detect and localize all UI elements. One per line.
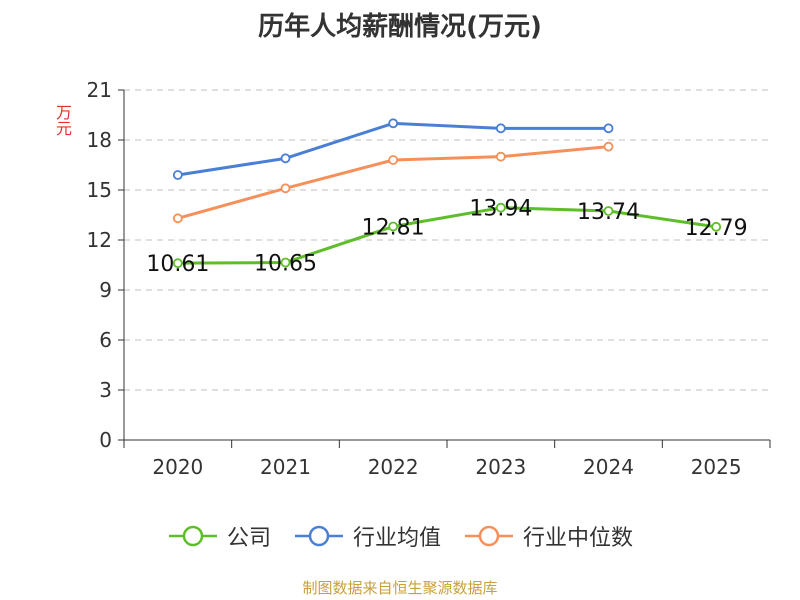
y-tick-label: 6 [99,328,112,352]
data-label: 12.81 [362,216,425,241]
data-point [280,257,291,268]
legend-line-circle-icon [465,525,513,547]
data-source-footer: 制图数据来自恒生聚源数据库 [302,579,498,597]
data-point [603,141,614,152]
y-tick-label: 12 [87,228,112,252]
data-label: 10.61 [146,252,209,277]
y-tick-label: 15 [87,178,112,202]
y-axis-unit-label: 万元 [53,104,72,136]
y-tick-label: 0 [99,428,112,452]
data-point [172,170,183,180]
x-tick-label: 2021 [260,455,311,479]
legend-item[interactable]: 行业中位数 [463,520,633,552]
data-point [388,155,399,165]
legend-swatch-marker [182,525,204,547]
legend-label: 行业中位数 [523,526,634,551]
series-line [177,121,609,177]
series-line [177,206,717,265]
x-tick-label: 2025 [691,455,742,479]
data-point [495,202,506,213]
data-labels: 10.61 10.65 12.81 13.94 13.74 12.79 [146,197,747,277]
legend-swatch-marker [478,525,500,547]
data-point [172,213,183,224]
chart-title: 历年人均薪酬情况(万元) [258,12,542,42]
data-point [388,118,399,129]
legend-swatch-marker [308,525,330,547]
data-label: 12.79 [685,216,748,241]
legend-line-circle-icon [294,525,343,547]
x-tick-label: 2022 [368,455,419,479]
data-label: 13.94 [469,197,532,222]
data-label: 10.65 [254,252,317,277]
legend-item[interactable]: 行业均值 [293,520,441,552]
y-tick-label: 21 [87,78,112,102]
data-point [603,123,614,134]
data-label: 13.74 [577,200,640,225]
series-lines [172,118,722,269]
axes: 0 3 6 9 12 15 18 21 2020 2021 2022 2023 2024 2025 [87,78,771,479]
data-point [711,221,722,232]
data-point [280,153,291,164]
y-tick-label: 9 [99,278,112,302]
y-tick-label: 18 [87,128,112,152]
data-point [388,221,399,232]
legend-label: 行业均值 [352,526,441,551]
data-point [172,258,183,269]
legend: 公司 行业均值 行业中位数 [0,520,800,552]
legend-line-circle-icon [168,525,217,547]
y-tick-label: 3 [99,378,112,402]
data-point [603,206,614,216]
gridlines [124,89,770,391]
data-point [495,151,506,162]
legend-item[interactable]: 公司 [167,520,271,552]
x-tick-label: 2023 [475,455,526,479]
x-tick-label: 2020 [152,455,203,479]
data-point [280,183,291,194]
legend-label: 公司 [226,526,271,551]
data-point [495,123,506,134]
x-tick-label: 2024 [583,455,634,479]
